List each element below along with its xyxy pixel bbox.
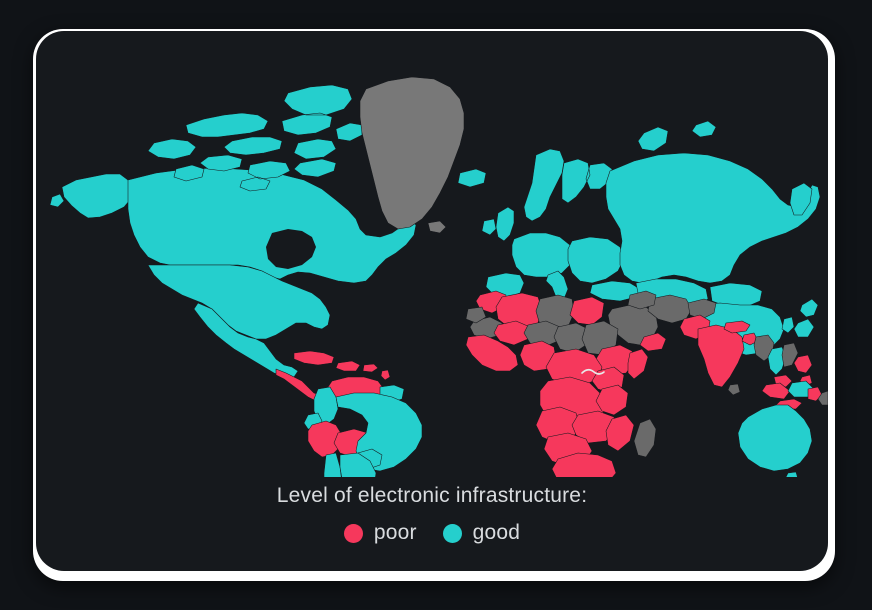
region-lesser-antilles[interactable] <box>380 369 391 381</box>
region-bangladesh[interactable] <box>741 332 759 346</box>
legend-item-good[interactable]: good <box>442 521 521 545</box>
legend-label-good: good <box>472 521 521 544</box>
region-madagascar[interactable] <box>633 418 657 458</box>
region-india[interactable] <box>697 324 745 388</box>
region-zambia-zimbabwe[interactable] <box>571 410 617 444</box>
poor-dot <box>343 523 363 543</box>
region-scandinavia[interactable] <box>523 148 613 222</box>
legend-title: Level of electronic infrastructure: <box>276 484 588 507</box>
legend-label-poor: poor <box>373 521 417 544</box>
region-canada-arctic-islands[interactable] <box>147 84 363 192</box>
region-italy[interactable] <box>545 270 569 300</box>
region-central-africa[interactable] <box>545 348 603 386</box>
region-kamchatka[interactable] <box>789 182 813 216</box>
region-hudson-bay <box>266 229 316 269</box>
region-niger[interactable] <box>523 320 561 348</box>
region-eastern-europe[interactable] <box>567 236 625 284</box>
region-mozambique[interactable] <box>605 414 635 452</box>
region-puerto-rico[interactable] <box>362 363 379 373</box>
region-united-kingdom[interactable] <box>495 206 515 242</box>
region-indonesia-sumatra[interactable] <box>761 382 791 400</box>
region-iraq-syria[interactable] <box>627 290 657 310</box>
region-japan[interactable] <box>793 298 819 338</box>
region-nepal-bhutan[interactable] <box>723 320 751 334</box>
region-west-africa-coast[interactable] <box>465 334 519 372</box>
region-novaya-zemlya[interactable] <box>637 126 669 152</box>
region-iceland[interactable] <box>457 168 487 188</box>
region-chad[interactable] <box>553 322 589 354</box>
legend-items: poor good <box>36 521 828 545</box>
region-russia[interactable] <box>605 152 821 284</box>
region-korea[interactable] <box>781 316 795 334</box>
region-mauritania[interactable] <box>469 316 503 340</box>
region-somalia[interactable] <box>627 348 649 380</box>
region-mexico[interactable] <box>193 302 299 378</box>
region-yemen-oman[interactable] <box>639 332 667 352</box>
region-australia[interactable] <box>737 404 813 472</box>
region-afghanistan[interactable] <box>687 298 717 320</box>
region-philippines[interactable] <box>793 354 813 387</box>
region-thailand[interactable] <box>767 346 787 376</box>
region-western-sahara[interactable] <box>465 306 487 324</box>
region-papua-new-guinea[interactable] <box>817 390 828 406</box>
region-south-africa[interactable] <box>551 452 617 477</box>
infographic-card: Level of electronic infrastructure: poor… <box>36 31 828 571</box>
world-map-container <box>36 37 828 477</box>
legend-item-poor[interactable]: poor <box>343 521 417 545</box>
region-severnaya-zemlya[interactable] <box>691 120 717 138</box>
world-choropleth-map <box>49 76 828 477</box>
region-greenland[interactable] <box>359 76 465 230</box>
region-egypt[interactable] <box>569 296 605 326</box>
region-brazil[interactable] <box>335 392 423 472</box>
good-dot <box>442 523 462 543</box>
region-argentina[interactable] <box>334 452 377 477</box>
region-colombia[interactable] <box>313 386 339 426</box>
region-iceland-nodata[interactable] <box>427 220 447 234</box>
region-alaska[interactable] <box>49 173 133 219</box>
region-united-states[interactable] <box>147 264 331 340</box>
map-legend: Level of electronic infrastructure: poor… <box>36 484 828 545</box>
region-border-highlight <box>581 368 605 375</box>
region-hispaniola[interactable] <box>335 360 361 372</box>
region-sri-lanka[interactable] <box>727 383 741 396</box>
region-tanzania[interactable] <box>595 384 629 416</box>
region-cuba[interactable] <box>293 350 335 366</box>
region-chile[interactable] <box>323 452 342 477</box>
region-vietnam[interactable] <box>781 342 799 368</box>
region-mali[interactable] <box>493 320 531 346</box>
region-western-europe[interactable] <box>511 232 575 278</box>
region-ireland[interactable] <box>481 218 497 236</box>
region-tasmania[interactable] <box>785 471 798 477</box>
